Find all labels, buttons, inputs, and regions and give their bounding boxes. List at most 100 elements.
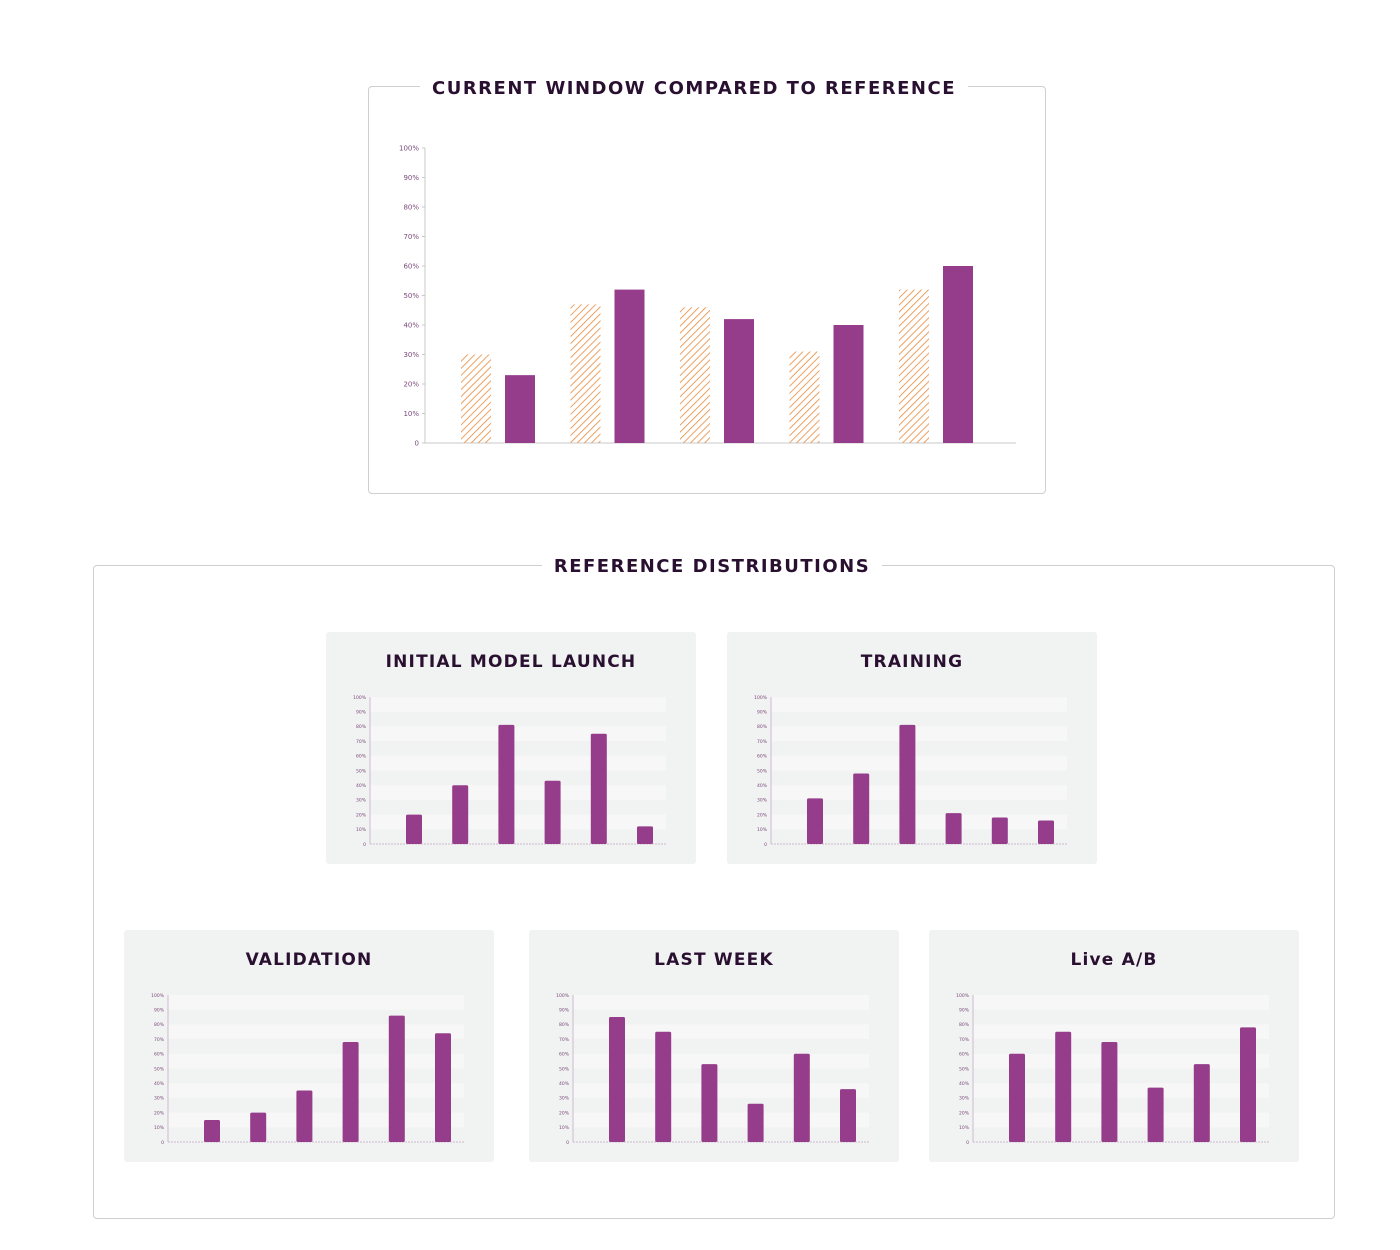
y-tick-label: 20% [403, 381, 419, 389]
card-last-week: LAST WEEK 0 10% 20% 30% 40% 50% 60% 70% 80% 90% 10… [529, 930, 899, 1162]
distribution-bar [853, 773, 870, 844]
distribution-bar [406, 814, 422, 844]
y-tick-label: 0 [161, 1140, 164, 1146]
y-tick-label: 100% [353, 695, 367, 701]
distribution-bar [590, 733, 607, 844]
y-tick-label: 60% [559, 1052, 570, 1058]
reference-bar [570, 304, 601, 443]
y-tick-label: 0 [966, 1140, 969, 1146]
y-tick-label: 70% [403, 233, 419, 241]
grid-band [771, 755, 1067, 771]
y-tick-label: 0 [566, 1140, 569, 1146]
grid-band [771, 726, 1067, 742]
y-tick-label: 60% [403, 263, 419, 271]
y-tick-label: 60% [154, 1052, 165, 1058]
distribution-bar [807, 798, 823, 844]
reference-bar [680, 307, 710, 443]
y-tick-label: 90% [154, 1008, 165, 1014]
distribution-bar [991, 817, 1008, 844]
distribution-bar [296, 1090, 313, 1142]
distribution-bar [1055, 1031, 1072, 1142]
grid-band [573, 995, 869, 1010]
current-bar [833, 325, 864, 443]
y-tick-label: 40% [757, 783, 768, 789]
card-title: INITIAL MODEL LAUNCH [385, 652, 637, 672]
y-tick-label: 70% [959, 1037, 970, 1043]
y-tick-label: 0 [363, 842, 366, 848]
distribution-bar [498, 724, 515, 844]
distribution-bar [793, 1053, 810, 1142]
distribution-bar [388, 1015, 405, 1142]
y-tick-label: 20% [559, 1110, 570, 1116]
grid-band [573, 1024, 869, 1040]
y-tick-label: 10% [959, 1125, 970, 1131]
current-bar [614, 289, 645, 443]
distribution-bar [637, 826, 653, 844]
grid-band [973, 1024, 1269, 1040]
grid-band [973, 995, 1269, 1010]
distribution-bar [609, 1017, 625, 1142]
reference-distributions-title: REFERENCE DISTRIBUTIONS [541, 556, 883, 577]
y-tick-label: 100% [956, 993, 970, 999]
card-initial-model-launch: INITIAL MODEL LAUNCH 0 10% 20% 30% 40% 50% 60%… [326, 632, 696, 864]
distribution-bar [655, 1031, 672, 1142]
grid-band [168, 1053, 464, 1069]
distribution-bar [945, 813, 962, 844]
comparison-chart: 0 10% 20% 30% 40% 50% 60% 70% 80% 90% 100% [399, 145, 1016, 448]
distribution-bar [1038, 820, 1054, 844]
y-tick-label: 20% [356, 812, 367, 818]
distribution-bar [342, 1042, 359, 1142]
y-tick-label: 10% [559, 1125, 570, 1131]
y-tick-label: 30% [757, 798, 768, 804]
distribution-bar [435, 1033, 451, 1142]
reference-bar [461, 354, 491, 443]
y-tick-label: 100% [151, 993, 165, 999]
live-ab-chart: 0 10% 20% 30% 40% 50% 60% 70% 80% 90% 100% [956, 993, 1269, 1146]
y-tick-label: 90% [356, 710, 367, 716]
card-title: Live A/B [1070, 950, 1158, 970]
distribution-bar [1147, 1087, 1164, 1142]
current-bar [943, 266, 973, 443]
y-tick-label: 30% [154, 1096, 165, 1102]
reference-bar [789, 351, 820, 443]
y-tick-label: 60% [757, 754, 768, 760]
y-tick-label: 20% [154, 1110, 165, 1116]
y-tick-label: 10% [757, 827, 768, 833]
distribution-bar [701, 1064, 718, 1142]
comparison-panel-title: CURRENT WINDOW COMPARED TO REFERENCE [419, 78, 969, 99]
distribution-bar [1193, 1064, 1210, 1142]
distribution-bar [1009, 1053, 1025, 1142]
current-bar [505, 375, 535, 443]
y-tick-label: 80% [154, 1022, 165, 1028]
grid-band [168, 995, 464, 1010]
y-tick-label: 50% [559, 1066, 570, 1072]
distribution-bar [1101, 1042, 1118, 1142]
y-tick-label: 30% [959, 1096, 970, 1102]
y-tick-label: 30% [356, 798, 367, 804]
y-tick-label: 30% [559, 1096, 570, 1102]
last-week-chart: 0 10% 20% 30% 40% 50% 60% 70% 80% 90% 100% [556, 993, 869, 1146]
initial-model-launch-chart: 0 10% 20% 30% 40% 50% 60% 70% 80% 90% 100% [353, 695, 666, 848]
card-title: TRAINING [860, 652, 964, 672]
y-tick-label: 70% [356, 739, 367, 745]
y-tick-label: 20% [757, 812, 768, 818]
distribution-bar [544, 780, 561, 844]
y-tick-label: 10% [403, 410, 419, 418]
distribution-bar [250, 1112, 267, 1142]
y-tick-label: 30% [403, 351, 419, 359]
y-tick-label: 10% [356, 827, 367, 833]
y-tick-label: 20% [959, 1110, 970, 1116]
training-chart: 0 10% 20% 30% 40% 50% 60% 70% 80% 90% 100% [754, 695, 1067, 848]
reference-bar [899, 289, 929, 443]
y-tick-label: 100% [754, 695, 768, 701]
distribution-bar [1240, 1027, 1256, 1142]
y-tick-label: 40% [403, 322, 419, 330]
y-tick-label: 40% [154, 1081, 165, 1087]
y-tick-label: 100% [556, 993, 570, 999]
y-tick-label: 90% [403, 174, 419, 182]
y-tick-label: 90% [559, 1008, 570, 1014]
y-tick-label: 60% [356, 754, 367, 760]
distribution-bar [452, 785, 469, 844]
y-tick-label: 80% [959, 1022, 970, 1028]
y-tick-label: 40% [559, 1081, 570, 1087]
